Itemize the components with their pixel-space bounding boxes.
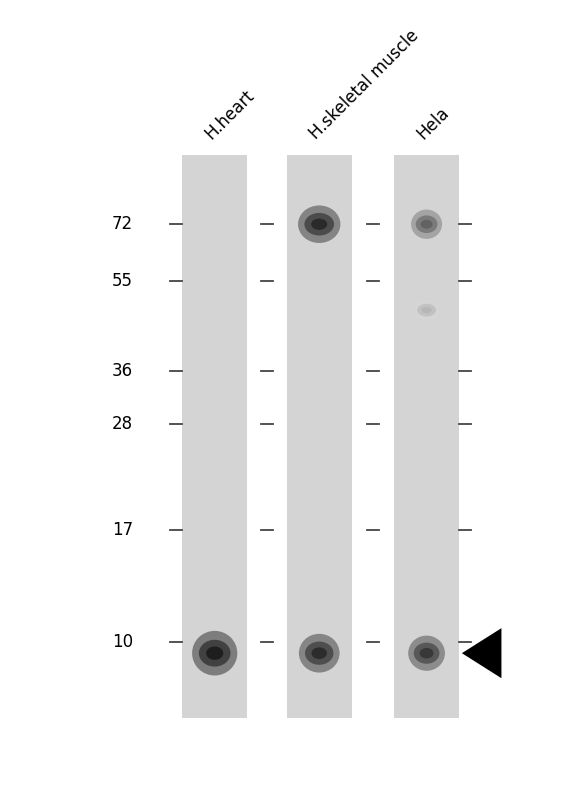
Text: H.skeletal muscle: H.skeletal muscle [306, 26, 423, 143]
Ellipse shape [192, 631, 237, 675]
Ellipse shape [299, 634, 340, 673]
Ellipse shape [421, 220, 432, 229]
Ellipse shape [414, 642, 440, 664]
Bar [182, 154, 247, 718]
Ellipse shape [420, 648, 433, 658]
Text: 10: 10 [112, 634, 133, 651]
Ellipse shape [408, 635, 445, 670]
Ellipse shape [311, 218, 327, 230]
Ellipse shape [199, 640, 231, 666]
Ellipse shape [413, 299, 440, 321]
Text: 17: 17 [112, 521, 133, 539]
Ellipse shape [305, 213, 334, 235]
Ellipse shape [411, 210, 442, 239]
Ellipse shape [305, 642, 333, 665]
Ellipse shape [417, 304, 436, 317]
Text: 36: 36 [112, 362, 133, 380]
Bar [394, 154, 459, 718]
Ellipse shape [311, 647, 327, 659]
Bar [286, 154, 351, 718]
Ellipse shape [298, 206, 340, 243]
Text: H.heart: H.heart [202, 86, 258, 143]
Text: 55: 55 [112, 272, 133, 290]
Text: 28: 28 [112, 415, 133, 434]
Ellipse shape [421, 307, 432, 314]
Text: 72: 72 [112, 215, 133, 234]
Ellipse shape [416, 215, 437, 233]
Polygon shape [462, 628, 502, 678]
Ellipse shape [206, 646, 223, 660]
Text: Hela: Hela [414, 104, 453, 143]
